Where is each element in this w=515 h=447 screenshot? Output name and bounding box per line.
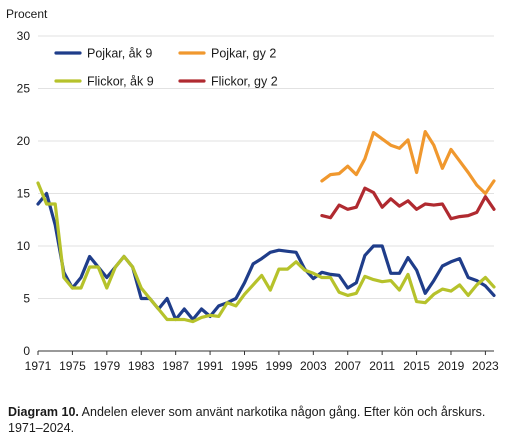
- series-line-3: [36, 181, 496, 324]
- x-tick-1983: 1983: [128, 359, 155, 373]
- x-tick-1999: 1999: [266, 359, 293, 373]
- caption-text: Andelen elever som använt narkotika någo…: [8, 405, 486, 435]
- x-tick-1991: 1991: [197, 359, 224, 373]
- x-tick-2023: 2023: [472, 359, 499, 373]
- y-tick-25: 25: [17, 82, 31, 96]
- y-tick-10: 10: [17, 239, 31, 253]
- caption-label: Diagram 10.: [8, 405, 79, 419]
- y-tick-15: 15: [17, 187, 31, 201]
- x-tick-1979: 1979: [93, 359, 120, 373]
- x-tick-2003: 2003: [300, 359, 327, 373]
- x-tick-labels: 1971 1975 1979 1983 1987 1991 1995 1999 2003 2007…: [25, 351, 499, 373]
- legend: Pojkar, åk 9 Pojkar, gy 2 Flickor, åk 9 Fli…: [54, 47, 278, 89]
- y-tick-labels: 0 5 10 15 20 25 30: [17, 29, 31, 358]
- y-axis-label: Procent: [6, 7, 48, 21]
- series-lines: [36, 130, 496, 324]
- figure-caption: Diagram 10. Andelen elever som använt na…: [8, 404, 508, 436]
- x-tick-1995: 1995: [231, 359, 258, 373]
- x-tick-2007: 2007: [334, 359, 361, 373]
- y-tick-20: 20: [17, 134, 31, 148]
- x-tick-2011: 2011: [369, 359, 395, 373]
- y-tick-0: 0: [23, 344, 30, 358]
- x-tick-1987: 1987: [162, 359, 189, 373]
- x-tick-1971: 1971: [25, 359, 52, 373]
- series-line-4: [320, 186, 496, 221]
- legend-label-1: Pojkar, åk 9: [87, 47, 152, 61]
- legend-label-4: Flickor, gy 2: [211, 75, 278, 89]
- x-tick-1975: 1975: [59, 359, 86, 373]
- y-tick-30: 30: [17, 29, 31, 43]
- y-tick-5: 5: [23, 292, 30, 306]
- x-tick-2019: 2019: [438, 359, 465, 373]
- x-tick-2015: 2015: [403, 359, 430, 373]
- legend-label-3: Flickor, åk 9: [87, 75, 154, 89]
- legend-label-2: Pojkar, gy 2: [211, 47, 276, 61]
- line-chart: Procent 0 5 10 15 20 25 30 1971 1975 1979 1983 198…: [6, 7, 499, 373]
- grid-lines: [38, 35, 494, 352]
- series-line-2: [320, 130, 496, 196]
